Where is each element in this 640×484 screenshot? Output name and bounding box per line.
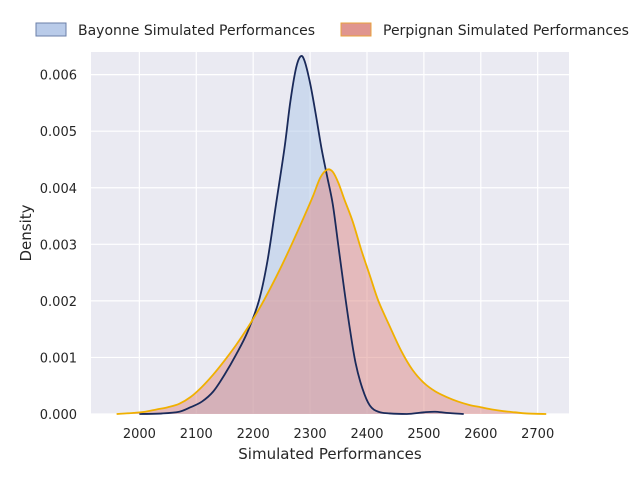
legend-label-perpignan: Perpignan Simulated Performances [383,23,629,39]
y-tick-label: 0.000 [40,408,77,423]
legend-label-bayonne: Bayonne Simulated Performances [78,23,315,39]
legend-swatch-bayonne [35,22,67,37]
x-tick-label: 2000 [123,427,156,442]
y-tick-label: 0.005 [40,125,77,140]
series-layer [116,55,547,415]
y-axis-label: Density [17,204,35,261]
x-tick-label: 2700 [521,427,554,442]
x-axis-label: Simulated Performances [238,445,422,463]
line-bayonne [139,55,464,415]
line-perpignan [116,168,547,415]
y-tick-labels: 0.000 0.001 0.002 0.003 0.004 0.005 0.006 [40,69,77,423]
x-tick-label: 2400 [350,427,383,442]
y-tick-label: 0.006 [40,69,77,84]
x-tick-label: 2600 [464,427,497,442]
y-tick-label: 0.004 [40,182,77,197]
y-tick-label: 0.003 [40,238,77,253]
x-tick-label: 2300 [294,427,327,442]
x-tick-label: 2500 [407,427,440,442]
x-tick-labels: 2000 2100 2200 2300 2400 2500 2600 2700 [123,427,554,442]
y-tick-label: 0.002 [40,295,77,310]
x-tick-label: 2100 [180,427,213,442]
y-tick-label: 0.001 [40,351,77,366]
legend-swatch-perpignan [340,22,372,37]
legend: Bayonne Simulated Performances Perpignan… [35,22,629,39]
area-perpignan [116,169,547,414]
x-tick-label: 2200 [237,427,270,442]
